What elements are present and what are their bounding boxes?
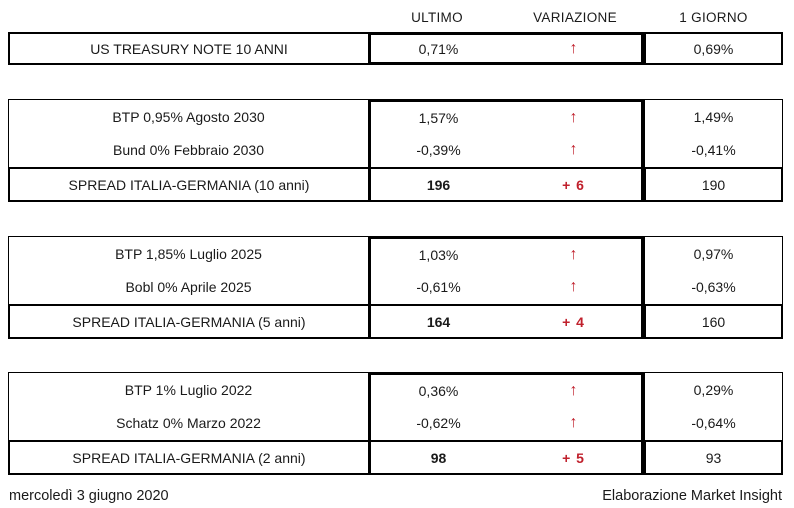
spread-label: SPREAD ITALIA-GERMANIA (2 anni) [8,440,368,475]
section-spread-10-anni: BTP 0,95% Agosto 2030 1,57% ↑ 1,49% Bund… [8,99,783,202]
one-day-value: 0,29% [644,372,783,406]
spread-variation-value: + 4 [506,304,644,339]
one-day-value: -0,41% [644,133,783,167]
spread-row: SPREAD ITALIA-GERMANIA (2 anni) 98 + 5 9… [8,440,783,475]
section-spread-5-anni: BTP 1,85% Luglio 2025 1,03% ↑ 0,97% Bobl… [8,236,783,339]
section-us-treasury: US TREASURY NOTE 10 ANNI 0,71% ↑ 0,69% [8,32,783,65]
spread-one-day-value: 160 [644,304,783,339]
spread-one-day-value: 93 [644,440,783,475]
section-spread-2-anni: BTP 1% Luglio 2022 0,36% ↑ 0,29% Schatz … [8,372,783,475]
ultimo-value: 0,71% [368,32,506,65]
instrument-label: Schatz 0% Marzo 2022 [8,406,368,440]
one-day-value: -0,63% [644,270,783,304]
table-row: Bund 0% Febbraio 2030 -0,39% ↑ -0,41% [8,133,783,167]
one-day-value: -0,64% [644,406,783,440]
report-date: mercoledì 3 giugno 2020 [9,488,169,504]
table-row: Bobl 0% Aprile 2025 -0,61% ↑ -0,63% [8,270,783,304]
table-row: Schatz 0% Marzo 2022 -0,62% ↑ -0,64% [8,406,783,440]
spread-row: SPREAD ITALIA-GERMANIA (10 anni) 196 + 6… [8,167,783,202]
spread-label: SPREAD ITALIA-GERMANIA (10 anni) [8,167,368,202]
header-spacer [8,8,368,26]
ultimo-value: -0,39% [368,133,506,167]
table-row: BTP 0,95% Agosto 2030 1,57% ↑ 1,49% [8,99,783,133]
ultimo-value: -0,61% [368,270,506,304]
instrument-label: US TREASURY NOTE 10 ANNI [8,32,368,65]
spread-variation-value: + 6 [506,167,644,202]
column-header-ultimo: ULTIMO [411,9,463,25]
spread-row: SPREAD ITALIA-GERMANIA (5 anni) 164 + 4 … [8,304,783,339]
ultimo-value: -0,62% [368,406,506,440]
variation-up-arrow-icon: ↑ [506,133,644,167]
ultimo-value: 1,57% [368,99,506,133]
column-header-variazione: VARIAZIONE [533,9,617,25]
spread-ultimo-value: 98 [368,440,506,475]
variation-up-arrow-icon: ↑ [506,99,644,133]
one-day-value: 0,69% [644,32,783,65]
footer: mercoledì 3 giugno 2020 Elaborazione Mar… [8,488,783,504]
source-credit: Elaborazione Market Insight [602,488,782,504]
column-header-1-giorno: 1 GIORNO [679,9,748,25]
instrument-label: Bobl 0% Aprile 2025 [8,270,368,304]
one-day-value: 0,97% [644,236,783,270]
spread-variation-value: + 5 [506,440,644,475]
one-day-value: 1,49% [644,99,783,133]
ultimo-value: 1,03% [368,236,506,270]
variation-up-arrow-icon: ↑ [506,236,644,270]
table-row: BTP 1,85% Luglio 2025 1,03% ↑ 0,97% [8,236,783,270]
variation-up-arrow-icon: ↑ [506,270,644,304]
table-row: US TREASURY NOTE 10 ANNI 0,71% ↑ 0,69% [8,32,783,65]
ultimo-value: 0,36% [368,372,506,406]
table-row: BTP 1% Luglio 2022 0,36% ↑ 0,29% [8,372,783,406]
instrument-label: BTP 1,85% Luglio 2025 [8,236,368,270]
instrument-label: Bund 0% Febbraio 2030 [8,133,368,167]
instrument-label: BTP 0,95% Agosto 2030 [8,99,368,133]
table-header-row: ULTIMO VARIAZIONE 1 GIORNO [8,8,783,26]
instrument-label: BTP 1% Luglio 2022 [8,372,368,406]
variation-up-arrow-icon: ↑ [506,32,644,65]
variation-up-arrow-icon: ↑ [506,372,644,406]
spread-label: SPREAD ITALIA-GERMANIA (5 anni) [8,304,368,339]
spread-ultimo-value: 164 [368,304,506,339]
variation-up-arrow-icon: ↑ [506,406,644,440]
spread-ultimo-value: 196 [368,167,506,202]
spread-one-day-value: 190 [644,167,783,202]
